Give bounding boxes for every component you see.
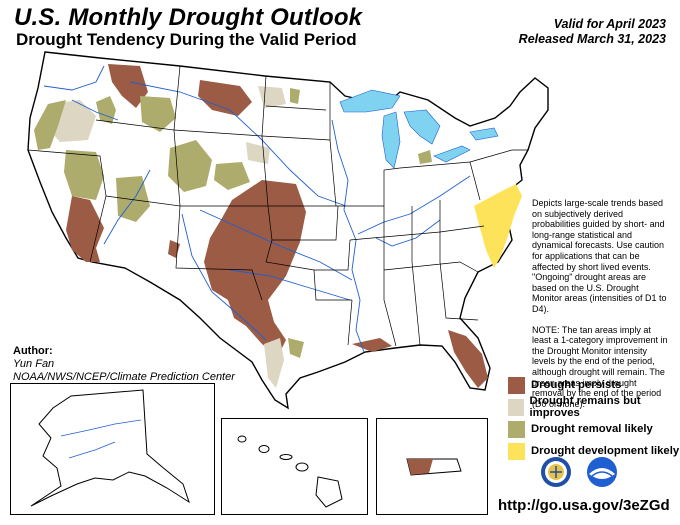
state-line (469, 149, 528, 163)
ohio-river (357, 175, 471, 235)
colorado-river (103, 169, 151, 245)
state-line (313, 269, 352, 301)
hawaii-islands (237, 435, 343, 508)
state-line (265, 105, 327, 111)
removal-michigan (418, 150, 432, 164)
state-line (383, 206, 397, 347)
legend-label: Drought persists (531, 379, 622, 391)
legend-item-improves: Drought remains but improves (508, 395, 680, 419)
mississippi-river (331, 119, 365, 353)
state-line (173, 65, 181, 131)
state-line (261, 75, 267, 137)
removal-montana (140, 96, 176, 132)
state-line (173, 129, 269, 207)
puerto-rico-persist (407, 459, 433, 475)
state-line (383, 261, 479, 273)
state-line (175, 205, 263, 301)
snake-river (71, 99, 119, 121)
author-label: Author: (13, 345, 53, 357)
alaska-rivers (60, 419, 142, 459)
state-line (27, 149, 107, 263)
removal-wyoming (168, 140, 212, 192)
doc-seal-icon[interactable] (540, 456, 572, 488)
author-name: Yun Fan (13, 358, 55, 370)
removal-nebraska (214, 162, 250, 190)
lake-ontario (469, 127, 499, 141)
release-date: Released March 31, 2023 (518, 32, 666, 46)
persist-florida (448, 330, 488, 388)
rio-grande (181, 213, 267, 341)
legend-label: Drought removal likely (531, 423, 653, 435)
source-link[interactable]: http://go.usa.gov/3eZGd (498, 497, 670, 514)
legend-swatch (508, 420, 525, 438)
puerto-rico-map (406, 458, 462, 476)
legend-item-persists: Drought persists (508, 374, 680, 396)
persist-dakota-north (198, 80, 252, 116)
state-line (439, 200, 479, 321)
persist-gulf-coast (352, 338, 392, 352)
removal-pacific-nw (34, 100, 66, 150)
agency-logos (540, 456, 618, 488)
state-line (267, 205, 339, 241)
great-lakes (339, 89, 499, 169)
drought-development-areas (474, 184, 522, 268)
legend-label: Drought development likely (531, 445, 680, 457)
persist-california (66, 196, 104, 262)
removal-texas-coast (288, 338, 304, 358)
state-line (95, 119, 181, 207)
island-oahu (258, 445, 270, 453)
lake-huron (403, 109, 441, 145)
columbia-river (43, 65, 105, 91)
note-paragraph-1: Depicts large-scale trends based on subj… (532, 198, 667, 314)
drought-persists-areas (66, 64, 488, 388)
legend-swatch (508, 398, 524, 416)
explanatory-note: Depicts large-scale trends based on subj… (532, 198, 670, 419)
state-boundaries (27, 65, 528, 347)
lake-michigan (381, 111, 401, 169)
hawaii-map (237, 435, 343, 508)
alaska-outline (30, 389, 190, 507)
legend-swatch (508, 376, 525, 394)
removal-great-basin (64, 150, 104, 200)
map-title: U.S. Monthly Drought Outlook (14, 4, 363, 31)
legend-label: Drought remains but improves (529, 395, 641, 419)
island-hawaii (315, 476, 343, 508)
state-line (347, 299, 353, 346)
author-org: NOAA/NWS/NCEP/Climate Prediction Center (13, 371, 235, 383)
note-paragraph-2: NOTE: The tan areas imply at least a 1-c… (532, 324, 668, 409)
lake-erie (433, 145, 471, 163)
map-subtitle: Drought Tendency During the Valid Period (16, 30, 357, 49)
legend-item-removal: Drought removal likely (508, 418, 680, 440)
puerto-rico-inset (376, 418, 488, 515)
state-line (411, 206, 421, 346)
island-molokai (279, 454, 293, 460)
island-maui (295, 462, 309, 472)
state-line (261, 135, 337, 207)
legend-swatch (508, 442, 525, 460)
rivers (43, 65, 471, 353)
valid-period: Valid for April 2023 (553, 17, 666, 31)
alaska-inset (10, 383, 215, 515)
improve-texas-south (264, 338, 284, 388)
legend-item-development: Drought development likely (508, 440, 680, 462)
hawaii-inset (221, 418, 368, 515)
legend: Drought persists Drought remains but imp… (508, 374, 680, 462)
arkansas-river (199, 209, 353, 281)
alaska-map (30, 389, 190, 507)
noaa-logo-icon[interactable] (586, 456, 618, 488)
persist-montana-north (108, 64, 148, 108)
red-river (229, 269, 351, 301)
island-kauai (237, 435, 247, 443)
removal-utah (116, 176, 150, 222)
development-mid-atlantic (474, 184, 522, 268)
persist-plains-southwest (204, 180, 306, 356)
author-block: Author: Yun Fan NOAA/NWS/NCEP/Climate Pr… (13, 345, 235, 384)
state-line (336, 167, 401, 207)
removal-minnesota (290, 88, 300, 104)
lake-superior (339, 89, 401, 113)
